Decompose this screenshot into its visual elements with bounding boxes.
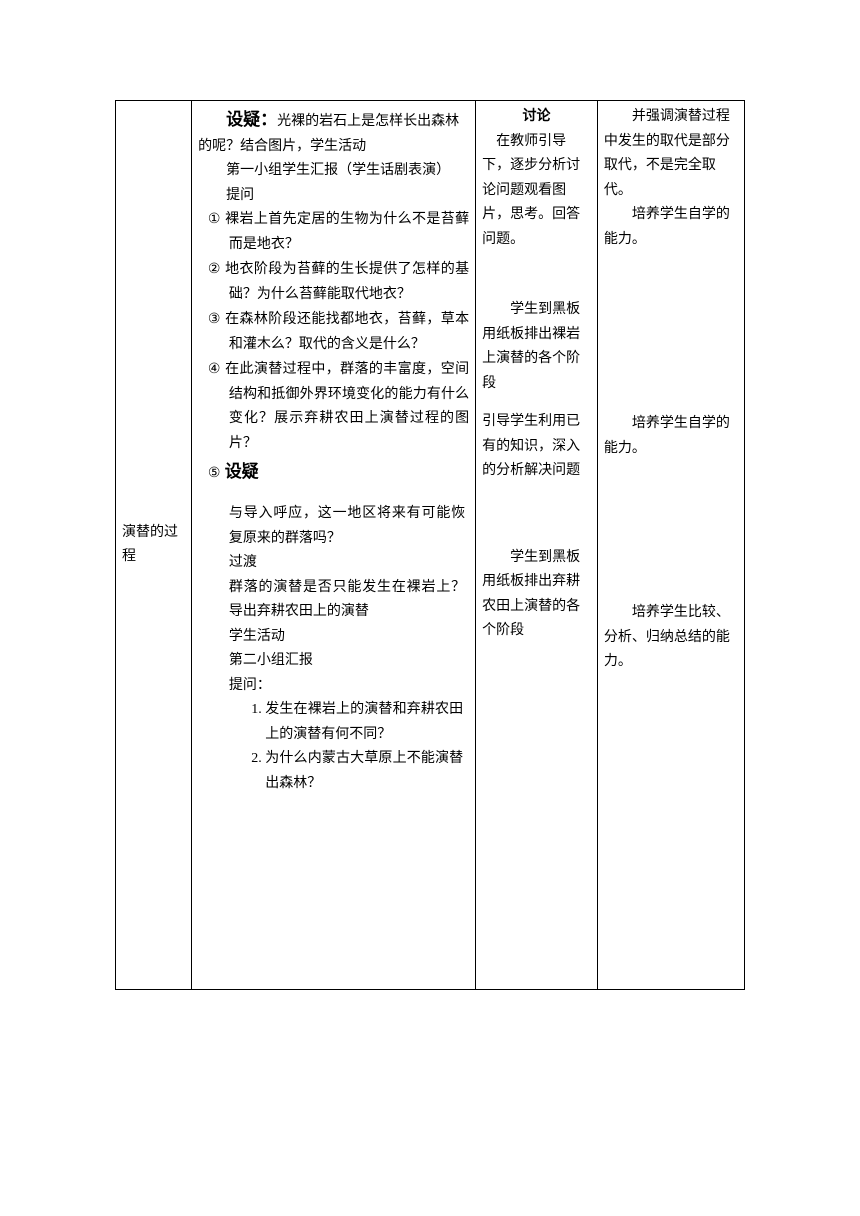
question-text: 地衣阶段为苔藓的生长提供了怎样的基础？为什么苔藓能取代地衣？: [225, 262, 469, 302]
nested-question-item: 为什么内蒙古大草原上不能演替出森林？: [265, 747, 465, 796]
cell-design-intent: 并强调演替过程中发生的取代是部分取代，不是完全取代。 培养学生自学的能力。 培养…: [597, 101, 744, 990]
c4-p3: 培养学生自学的能力。: [604, 412, 738, 461]
sheyi-label: 设疑：: [226, 110, 277, 129]
list-marker: ⑤: [204, 462, 225, 487]
c3-p1: 在教师引导下，逐步分析讨论问题观看图片，思考。回答问题。: [482, 130, 591, 253]
cell-teacher-activity: 设疑：光裸的岩石上是怎样长出森林的呢？结合图片，学生活动 第一小组学生汇报（学生…: [192, 101, 476, 990]
cell-stage: 演替的过程: [116, 101, 192, 990]
nested-question-list: 发生在裸岩上的演替和弃耕农田上的演替有何不同？ 为什么内蒙古大草原上不能演替出森…: [229, 698, 465, 796]
question-item-5: ⑤设疑: [229, 457, 469, 487]
c4-p4: 培养学生比较、分析、归纳总结的能力。: [604, 601, 738, 675]
block-5-content: 与导入呼应，这一地区将来有可能恢复原来的群落吗？ 过渡 群落的演替是否只能发生在…: [198, 488, 469, 796]
c3-p2: 学生到黑板用纸板排出裸岩上演替的各个阶段: [482, 298, 591, 396]
nested-question-item: 发生在裸岩上的演替和弃耕农田上的演替有何不同？: [265, 698, 465, 747]
question-text: 裸岩上首先定居的生物为什么不是苔藓而是地衣？: [225, 212, 469, 252]
c4-p2: 培养学生自学的能力。: [604, 203, 738, 252]
question-list: ①裸岩上首先定居的生物为什么不是苔藓而是地衣？ ②地衣阶段为苔藓的生长提供了怎样…: [198, 208, 469, 487]
c3-p4: 学生到黑板用纸板排出弃耕农田上演替的各个阶段: [482, 546, 591, 644]
stage-label: 演替的过程: [122, 105, 185, 985]
list-marker: ②: [204, 258, 225, 283]
p5d: 学生活动: [229, 625, 465, 650]
sheyi2-heading: 设疑: [225, 462, 259, 481]
p5c: 群落的演替是否只能发生在裸岩上？导出弃耕农田上的演替: [229, 576, 465, 625]
question-item: ③在森林阶段还能找都地衣，苔藓，草本和灌木么？取代的含义是什么？: [229, 308, 469, 357]
p5f: 提问：: [229, 674, 465, 699]
p5b: 过渡: [229, 551, 465, 576]
list-marker: ③: [204, 308, 225, 333]
question-item: ④在此演替过程中，群落的丰富度，空间结构和抵御外界环境变化的能力有什么变化？展示…: [229, 358, 469, 456]
group1-report: 第一小组学生汇报（学生话剧表演）: [198, 159, 469, 184]
p5a: 与导入呼应，这一地区将来有可能恢复原来的群落吗？: [229, 502, 465, 551]
lesson-plan-table: 演替的过程 设疑：光裸的岩石上是怎样长出森林的呢？结合图片，学生活动 第一小组学…: [115, 100, 745, 990]
table-row: 演替的过程 设疑：光裸的岩石上是怎样长出森林的呢？结合图片，学生活动 第一小组学…: [116, 101, 745, 990]
list-marker: ④: [204, 358, 225, 383]
c4-p1: 并强调演替过程中发生的取代是部分取代，不是完全取代。: [604, 105, 738, 203]
question-text: 在此演替过程中，群落的丰富度，空间结构和抵御外界环境变化的能力有什么变化？展示弃…: [225, 362, 469, 451]
question-text: 在森林阶段还能找都地衣，苔藓，草本和灌木么？取代的含义是什么？: [225, 312, 469, 352]
c3-p3: 引导学生利用已有的知识，深入的分析解决问题: [482, 410, 591, 484]
discussion-heading: 讨论: [482, 105, 591, 130]
sheyi-paragraph: 设疑：光裸的岩石上是怎样长出森林的呢？结合图片，学生活动: [198, 105, 469, 159]
list-marker: ①: [204, 208, 225, 233]
p5e: 第二小组汇报: [229, 649, 465, 674]
tiwen-label: 提问: [198, 184, 469, 209]
question-item: ②地衣阶段为苔藓的生长提供了怎样的基础？为什么苔藓能取代地衣？: [229, 258, 469, 307]
question-item: ①裸岩上首先定居的生物为什么不是苔藓而是地衣？: [229, 208, 469, 257]
cell-student-activity: 讨论 在教师引导下，逐步分析讨论问题观看图片，思考。回答问题。 学生到黑板用纸板…: [476, 101, 598, 990]
